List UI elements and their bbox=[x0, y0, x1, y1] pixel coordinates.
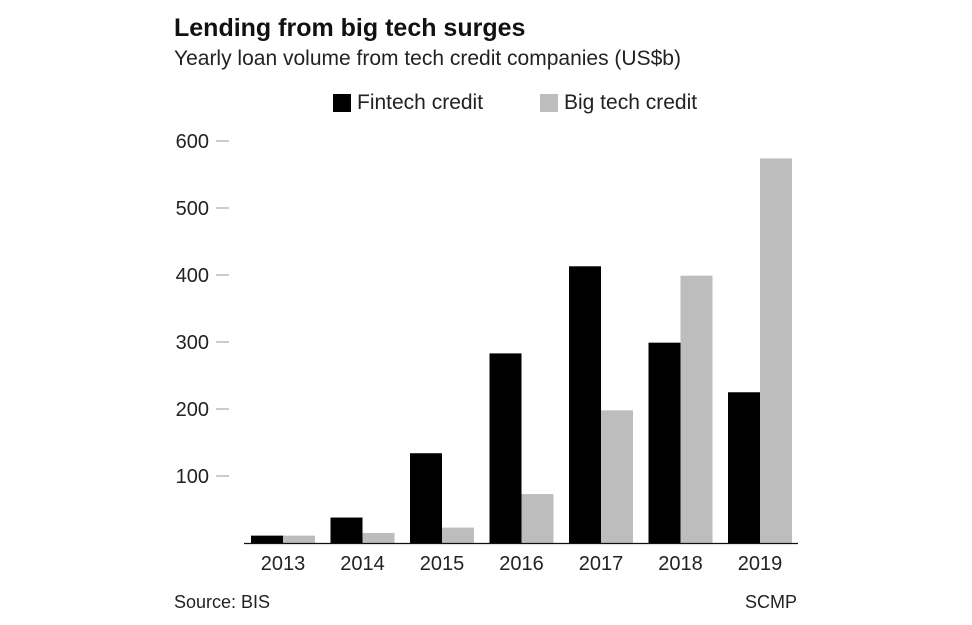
bar-bigtech-2016 bbox=[521, 494, 554, 543]
x-tick-label: 2018 bbox=[658, 553, 703, 575]
x-tick-label: 2015 bbox=[420, 553, 465, 575]
chart-subtitle: Yearly loan volume from tech credit comp… bbox=[174, 47, 681, 70]
bar-bigtech-2018 bbox=[680, 275, 713, 543]
legend-swatch-fintech bbox=[333, 94, 351, 112]
x-tick-label: 2019 bbox=[738, 553, 783, 575]
bar-fintech-2015 bbox=[410, 453, 442, 543]
y-tick-label: 100 bbox=[176, 466, 209, 488]
y-tick-label: 600 bbox=[176, 131, 209, 153]
source-note: Source: BIS bbox=[174, 592, 271, 612]
x-tick-label: 2014 bbox=[340, 553, 385, 575]
y-tick-label: 400 bbox=[176, 265, 209, 287]
bar-fintech-2018 bbox=[648, 342, 681, 543]
bar-fintech-2014 bbox=[330, 517, 363, 543]
legend-label-bigtech: Big tech credit bbox=[564, 91, 698, 114]
bar-bigtech-2017 bbox=[601, 410, 633, 543]
legend-item-bigtech: Big tech credit bbox=[540, 91, 697, 115]
legend-label-fintech: Fintech credit bbox=[357, 91, 484, 114]
bar-fintech-2017 bbox=[569, 266, 601, 543]
y-tick-label: 200 bbox=[176, 399, 209, 421]
y-tick-label: 500 bbox=[176, 198, 209, 220]
credit-note: SCMP bbox=[745, 592, 798, 612]
bar-fintech-2016 bbox=[489, 353, 522, 543]
x-tick-label: 2013 bbox=[261, 553, 306, 575]
bar-bigtech-2013 bbox=[283, 535, 315, 543]
legend-swatch-bigtech bbox=[540, 94, 558, 112]
chart-title: Lending from big tech surges bbox=[174, 14, 526, 42]
bar-bigtech-2014 bbox=[362, 532, 395, 543]
x-axis: 2013 2014 2015 2016 2017 2018 2019 bbox=[244, 542, 798, 575]
y-axis: 100 200 300 400 500 600 bbox=[176, 131, 229, 488]
bar-bigtech-2019 bbox=[760, 158, 792, 544]
bars bbox=[251, 158, 792, 544]
x-tick-label: 2016 bbox=[499, 553, 544, 575]
bar-fintech-2019 bbox=[728, 392, 760, 543]
legend-item-fintech: Fintech credit bbox=[333, 91, 483, 115]
x-tick-label: 2017 bbox=[579, 553, 624, 575]
bar-bigtech-2015 bbox=[442, 527, 474, 543]
bar-fintech-2013 bbox=[251, 535, 283, 543]
y-tick-label: 300 bbox=[176, 332, 209, 354]
